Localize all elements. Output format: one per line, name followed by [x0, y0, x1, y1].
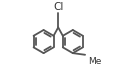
Text: Me: Me	[88, 57, 101, 66]
Text: Cl: Cl	[53, 2, 63, 12]
